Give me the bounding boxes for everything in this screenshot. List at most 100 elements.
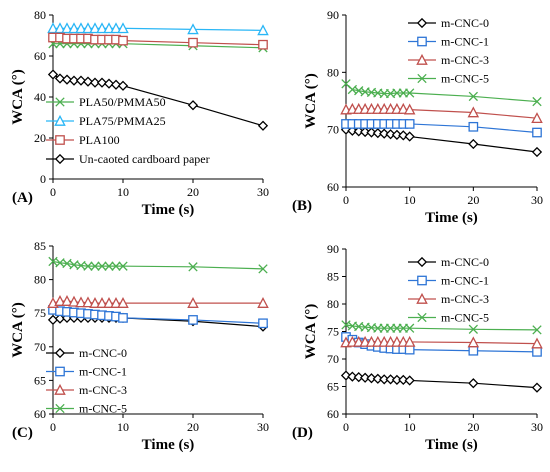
data-point <box>405 323 415 333</box>
data-point <box>61 295 73 306</box>
legend: PLA50/PMMA50 PLA75/PMMA25 PLA100 Un-caoted … <box>46 95 210 166</box>
data-point <box>258 39 268 50</box>
legend-entry: m-CNC-3 <box>441 292 489 306</box>
data-point <box>467 336 480 348</box>
legend-marker <box>54 153 66 165</box>
data-point <box>188 315 198 325</box>
legend-entry: m-CNC-0 <box>79 346 127 360</box>
data-point <box>397 102 410 114</box>
legend-entry: PLA100 <box>79 133 120 147</box>
legend-marker <box>417 36 427 47</box>
series-3 <box>341 79 542 107</box>
data-point <box>391 129 403 140</box>
data-point <box>54 73 66 84</box>
data-point <box>104 261 114 271</box>
y-tick-label: 75 <box>34 306 46 320</box>
data-point <box>372 373 383 384</box>
legend-entry: PLA50/PMMA50 <box>79 95 166 109</box>
y-axis-label: WCA (°) <box>10 69 26 125</box>
legend-marker <box>55 366 65 377</box>
data-point <box>531 146 543 158</box>
data-point <box>118 35 128 46</box>
data-point <box>54 295 66 306</box>
data-point <box>188 262 198 272</box>
legend-entry: Un-caoted cardboard paper <box>79 152 210 166</box>
data-point <box>188 37 198 48</box>
data-point <box>89 77 101 88</box>
legend-entry: m-CNC-1 <box>441 35 489 49</box>
data-point <box>117 22 129 34</box>
legend-marker <box>416 256 428 268</box>
data-point <box>347 371 358 382</box>
legend-marker <box>416 53 428 65</box>
x-tick-label: 0 <box>343 420 349 434</box>
legend-marker <box>55 135 65 145</box>
y-tick-label: 40 <box>34 90 46 104</box>
legend-entry: m-CNC-5 <box>79 402 127 416</box>
y-tick-label: 70 <box>34 340 46 354</box>
data-point <box>468 345 479 356</box>
legend-marker <box>55 97 65 107</box>
data-point <box>531 337 543 349</box>
y-tick-label: 85 <box>34 239 46 253</box>
x-tick-label: 0 <box>343 193 349 207</box>
x-axis-label: Time (s) <box>142 202 195 218</box>
series-3 <box>341 320 542 335</box>
data-point <box>404 131 415 142</box>
x-tick-label: 20 <box>187 185 199 199</box>
x-axis-label: Time (s) <box>142 437 195 453</box>
y-tick-label: 80 <box>34 273 46 287</box>
data-point <box>353 126 364 137</box>
data-point <box>111 261 121 271</box>
y-tick-label: 60 <box>327 180 339 194</box>
data-point <box>89 297 101 308</box>
legend-entry: m-CNC-5 <box>441 311 489 325</box>
y-tick-label: 75 <box>327 325 339 339</box>
x-tick-label: 10 <box>404 420 416 434</box>
y-tick-label: 85 <box>327 270 339 284</box>
data-point <box>403 103 416 115</box>
data-point <box>61 74 73 85</box>
data-point <box>82 76 94 87</box>
data-point <box>398 130 409 141</box>
data-point <box>531 382 543 393</box>
data-point <box>54 22 66 34</box>
series-2 <box>340 335 543 349</box>
data-point <box>75 296 87 308</box>
data-point <box>110 79 122 90</box>
y-tick-label: 90 <box>327 242 339 256</box>
data-point <box>340 370 352 381</box>
data-point <box>532 96 542 107</box>
data-point <box>385 129 396 140</box>
data-point <box>366 373 377 384</box>
data-point <box>398 374 409 386</box>
series-line <box>345 83 538 103</box>
data-point <box>103 78 115 89</box>
data-point <box>468 378 479 389</box>
data-point <box>187 297 199 308</box>
legend-entry: m-CNC-0 <box>441 255 489 269</box>
data-point <box>257 24 269 36</box>
panel-3: 60 65 70 75 80 85 90 0 10 20 30 Time (s) WCA (°) (D) m… <box>292 242 543 453</box>
legend: m-CNC-0 m-CNC-1 m-CNC-3 m-CNC-5 <box>408 255 489 325</box>
y-tick-label: 80 <box>327 65 339 79</box>
series-0 <box>340 370 543 393</box>
series-2 <box>48 32 268 50</box>
data-point <box>187 23 199 35</box>
x-tick-label: 30 <box>257 420 269 434</box>
data-point <box>468 91 478 102</box>
legend-entry: PLA75/PMMA25 <box>79 114 166 128</box>
y-tick-label: 65 <box>34 373 46 387</box>
series-line <box>52 300 263 304</box>
legend: m-CNC-0 m-CNC-1 m-CNC-3 m-CNC-5 <box>46 346 127 416</box>
y-tick-label: 60 <box>327 407 339 421</box>
y-tick-label: 65 <box>327 380 339 394</box>
y-tick-label: 70 <box>327 352 339 366</box>
x-tick-label: 0 <box>50 185 56 199</box>
data-point <box>359 126 371 138</box>
x-tick-label: 30 <box>531 420 543 434</box>
y-axis-label: WCA (°) <box>10 302 26 358</box>
data-point <box>404 375 415 386</box>
legend-marker <box>54 114 66 126</box>
data-point <box>47 69 59 80</box>
